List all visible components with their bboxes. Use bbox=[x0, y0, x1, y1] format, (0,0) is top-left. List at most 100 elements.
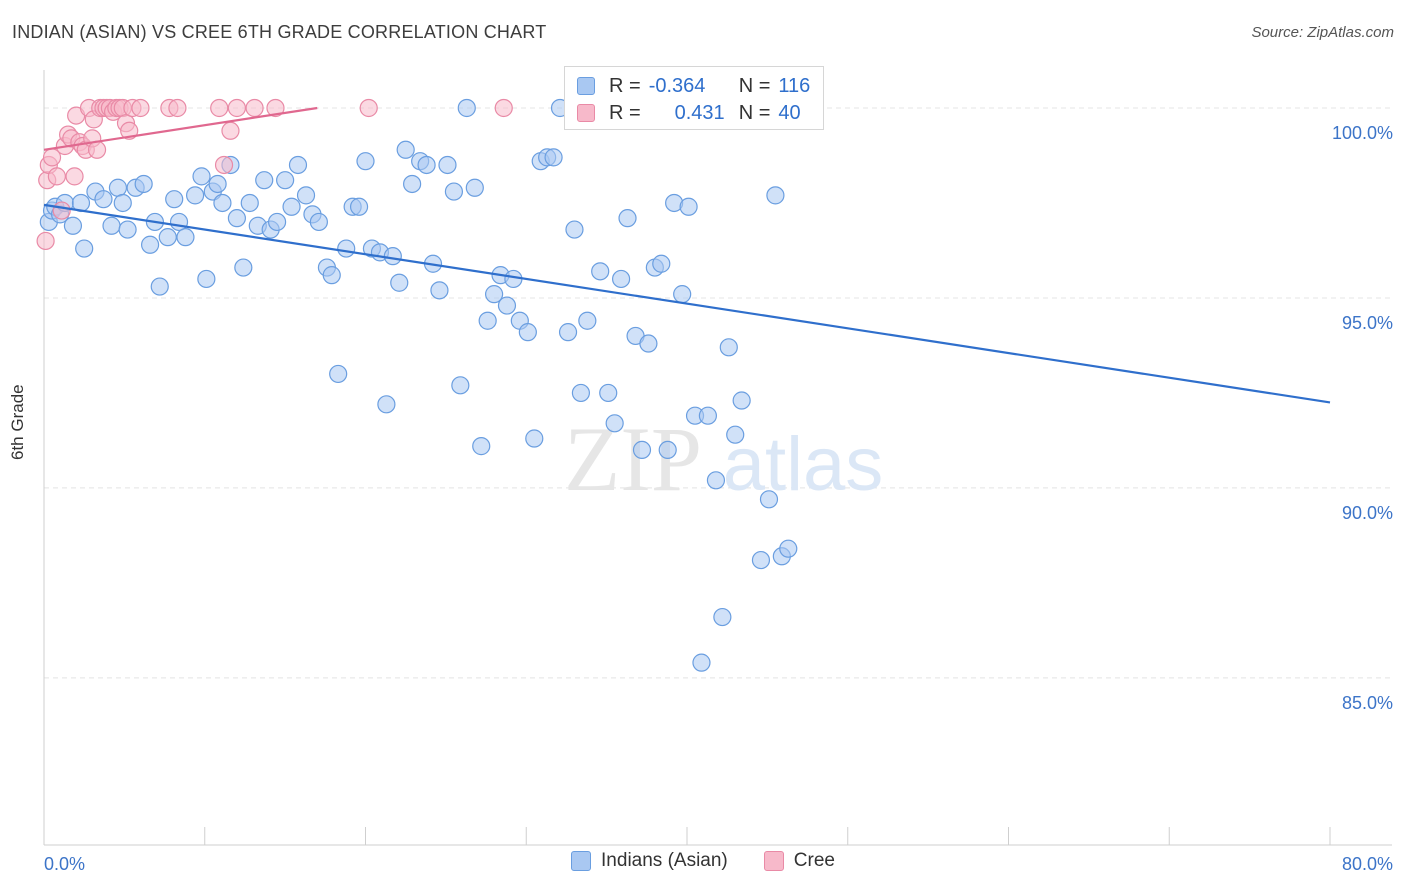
point-indians bbox=[658, 440, 677, 460]
legend-label-indians: Indians (Asian) bbox=[601, 850, 728, 871]
point-indians bbox=[544, 148, 563, 167]
point-indians bbox=[632, 440, 652, 460]
point-indians bbox=[255, 171, 274, 190]
point-indians bbox=[558, 323, 578, 342]
point-indians bbox=[118, 220, 137, 239]
cree-legend-swatch bbox=[763, 851, 784, 871]
point-indians bbox=[108, 178, 128, 197]
y-tick-label: 95.0% bbox=[1342, 313, 1393, 333]
stats-row-cree: R = 0.431 N = 40 bbox=[577, 100, 801, 126]
point-indians bbox=[390, 273, 409, 292]
point-indians bbox=[267, 212, 287, 232]
y-axis-title: 6th Grade bbox=[8, 384, 27, 460]
point-indians bbox=[63, 216, 83, 235]
legend-item-cree[interactable]: Cree bbox=[763, 850, 835, 872]
point-cree bbox=[210, 98, 229, 118]
point-indians bbox=[240, 193, 259, 213]
point-indians bbox=[485, 285, 504, 304]
watermark-atlas: atlas bbox=[723, 422, 884, 507]
r-label: R = bbox=[609, 101, 641, 124]
point-indians bbox=[165, 190, 184, 209]
point-indians bbox=[296, 186, 316, 205]
y-tick-label: 85.0% bbox=[1342, 693, 1393, 713]
axes bbox=[43, 70, 1392, 846]
point-indians bbox=[438, 155, 457, 175]
point-indians bbox=[356, 152, 375, 171]
point-indians bbox=[417, 155, 436, 175]
y-tick-label: 100.0% bbox=[1332, 123, 1393, 143]
indians-swatch bbox=[577, 77, 595, 95]
point-indians bbox=[571, 383, 591, 403]
stats-row-indians: R = -0.364 N = 116 bbox=[577, 73, 810, 99]
point-indians bbox=[766, 186, 785, 205]
point-cree bbox=[87, 140, 107, 159]
point-indians bbox=[309, 212, 328, 232]
point-indians bbox=[652, 254, 671, 273]
source-label: Source: ZipAtlas.com bbox=[1251, 24, 1394, 41]
stats-legend: R = -0.364 N = 116 R = 0.431 N = 40 bbox=[564, 66, 824, 130]
r-value: 0.431 bbox=[674, 101, 725, 124]
point-cree bbox=[52, 201, 71, 220]
point-indians bbox=[525, 429, 544, 448]
point-indians bbox=[186, 186, 205, 205]
point-cree bbox=[47, 167, 66, 186]
grid-lines bbox=[44, 107, 1392, 679]
legend-label-cree: Cree bbox=[793, 850, 835, 871]
point-indians bbox=[403, 174, 422, 194]
point-indians bbox=[698, 406, 717, 425]
point-indians bbox=[599, 383, 618, 403]
n-label: N = bbox=[738, 101, 771, 124]
point-indians bbox=[605, 414, 624, 433]
point-indians bbox=[192, 167, 211, 186]
point-indians bbox=[565, 220, 584, 239]
cree-swatch bbox=[577, 104, 595, 122]
legend-item-indians[interactable]: Indians (Asian) bbox=[571, 850, 728, 872]
y-tick-label: 90.0% bbox=[1342, 503, 1393, 523]
point-indians bbox=[288, 155, 308, 175]
point-indians bbox=[451, 376, 470, 395]
point-indians bbox=[457, 98, 476, 118]
tick-labels: 85.0% 90.0% 95.0% 100.0% 0.0% 80.0% bbox=[44, 123, 1393, 874]
point-cree bbox=[245, 98, 264, 118]
n-label: N = bbox=[738, 74, 771, 97]
point-indians bbox=[234, 258, 253, 277]
point-cree bbox=[266, 98, 285, 118]
point-indians bbox=[197, 269, 216, 289]
point-indians bbox=[337, 239, 356, 258]
point-indians bbox=[208, 174, 227, 194]
point-indians bbox=[732, 391, 751, 410]
point-cree bbox=[214, 155, 234, 175]
x-tick-label-min: 0.0% bbox=[44, 854, 85, 874]
n-value: 40 bbox=[778, 101, 801, 124]
point-indians bbox=[94, 190, 113, 209]
point-indians bbox=[140, 235, 160, 254]
point-cree bbox=[494, 98, 513, 118]
indians-legend-swatch bbox=[571, 851, 592, 871]
point-indians bbox=[679, 197, 698, 216]
point-indians bbox=[673, 285, 692, 304]
point-cree bbox=[227, 98, 246, 118]
point-indians bbox=[430, 281, 449, 300]
point-indians bbox=[465, 178, 484, 197]
point-indians bbox=[713, 607, 732, 627]
point-indians bbox=[478, 311, 497, 330]
trend-lines bbox=[43, 106, 1331, 404]
point-indians bbox=[611, 269, 631, 289]
point-indians bbox=[719, 338, 738, 357]
series-legend: Indians (Asian) Cree bbox=[0, 850, 1406, 872]
watermark-zip: ZIP bbox=[564, 408, 702, 510]
point-indians bbox=[75, 239, 94, 258]
n-value: 116 bbox=[778, 74, 811, 97]
point-indians bbox=[113, 193, 132, 213]
data-points bbox=[36, 98, 817, 672]
trend-line-indians bbox=[43, 203, 1331, 404]
point-indians bbox=[751, 550, 771, 570]
x-tick-label-max: 80.0% bbox=[1342, 854, 1393, 874]
point-cree bbox=[65, 167, 84, 186]
point-indians bbox=[779, 539, 798, 558]
point-indians bbox=[349, 197, 369, 216]
point-cree bbox=[131, 98, 150, 118]
point-indians bbox=[518, 323, 537, 342]
point-indians bbox=[329, 364, 348, 384]
